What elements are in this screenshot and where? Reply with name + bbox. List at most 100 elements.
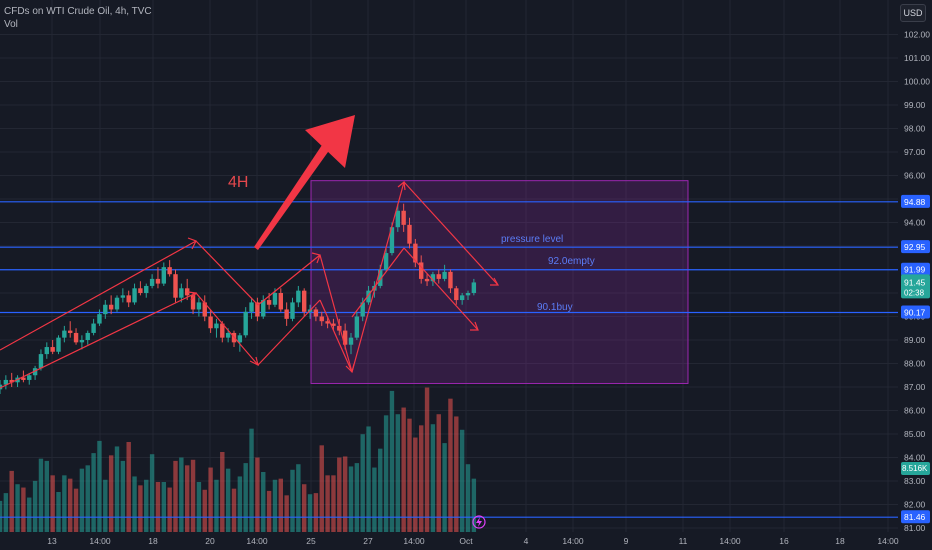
candle-body <box>278 293 283 310</box>
volume-bar <box>44 460 49 532</box>
candle-body <box>167 267 172 275</box>
arrow-head <box>187 237 197 250</box>
candle-body <box>38 354 44 369</box>
volume-bar <box>401 407 406 532</box>
volume-bar <box>454 416 459 532</box>
trend-line <box>403 247 479 331</box>
volume-bar <box>179 457 184 532</box>
candle-body <box>220 323 225 338</box>
volume-bar <box>249 428 254 532</box>
volume-bar <box>378 448 383 532</box>
volume-bar <box>97 440 102 532</box>
candle-body <box>319 316 324 322</box>
volume-bar <box>167 487 172 532</box>
candle-body <box>173 274 178 298</box>
horizontal-levels <box>0 201 898 518</box>
trend-line <box>351 247 405 318</box>
volume-bar <box>237 476 243 532</box>
volume-bars <box>0 387 477 532</box>
candle-body <box>331 323 336 326</box>
candle-body <box>313 309 319 317</box>
volume-bar <box>302 484 307 532</box>
time-axis <box>0 532 932 550</box>
volume-bar <box>0 500 3 532</box>
volume-bar <box>255 457 260 532</box>
volume-bar <box>32 480 38 532</box>
candle-body <box>138 288 143 293</box>
candle-body <box>144 285 149 293</box>
candle-body <box>50 347 55 352</box>
time-axis-labels: 13 14:00 18 20 14:00 25 27 14:00 Oct 4 14:00 9 11 14:… <box>47 536 899 546</box>
volume-bar <box>9 470 14 532</box>
timeframe-label: 4H <box>228 174 248 191</box>
candle-body <box>290 302 295 319</box>
annotation-text: pressure level <box>501 234 563 245</box>
time-tick-label: 14:00 <box>719 536 741 546</box>
volume-bar <box>85 465 90 532</box>
volume-bar <box>3 493 9 532</box>
candle-body <box>395 210 400 228</box>
price-tick-label: 84.00 <box>904 453 926 463</box>
trend-line <box>319 299 353 373</box>
candle-body <box>325 321 330 324</box>
candle-body <box>190 295 196 310</box>
volume-bar <box>331 475 336 532</box>
candle-body <box>366 290 371 303</box>
candle-body <box>401 210 406 225</box>
volume-label: Vol <box>4 19 18 30</box>
candle-body <box>272 293 278 305</box>
candle-body <box>360 302 365 317</box>
symbol-title[interactable]: CFDs on WTI Crude Oil, 4h, TVC <box>4 6 152 17</box>
level-tag-label: 90.17 <box>904 308 926 318</box>
trend-line <box>257 254 321 306</box>
arrow-head <box>490 277 500 286</box>
volume-bar <box>120 460 126 532</box>
trend-line <box>403 181 499 286</box>
level-tag <box>901 510 930 524</box>
candle-body <box>85 332 90 340</box>
arrow-head <box>187 291 198 301</box>
volume-bar <box>243 463 248 532</box>
candle-body <box>454 288 459 301</box>
price-tick-label: 86.00 <box>904 406 926 416</box>
volume-bar <box>284 495 289 532</box>
level-tag <box>901 305 930 319</box>
candle-body <box>44 347 49 355</box>
price-axis-labels: 102.00101.00100.0099.0098.0097.0096.0095… <box>901 30 930 533</box>
volume-bar <box>471 478 477 532</box>
arrow-head <box>470 321 479 331</box>
price-tick-label: 99.00 <box>904 100 926 110</box>
volume-bar <box>214 479 219 532</box>
volume-bar <box>138 485 143 532</box>
volume-bar <box>407 418 412 532</box>
time-tick-label: 16 <box>779 536 789 546</box>
price-tick-label: 83.00 <box>904 476 926 486</box>
time-tick-label: 14:00 <box>246 536 268 546</box>
volume-bar <box>79 468 85 532</box>
candle-body <box>161 267 166 284</box>
time-tick-label: 25 <box>306 536 316 546</box>
level-tag-label: 92.95 <box>904 242 926 252</box>
candle-body <box>32 368 38 376</box>
candle-body <box>103 304 108 315</box>
price-tick-label: 101.00 <box>904 53 930 63</box>
price-tick-label: 88.00 <box>904 359 926 369</box>
volume-bar <box>155 482 161 532</box>
volume-bar <box>73 488 79 532</box>
candle-body <box>68 330 73 333</box>
volume-bar <box>231 488 237 532</box>
trend-line <box>0 292 197 389</box>
candle-body <box>342 330 348 345</box>
time-tick-label: 9 <box>624 536 629 546</box>
candle-body <box>378 269 383 286</box>
candle-body <box>225 332 231 338</box>
volume-bar <box>296 464 301 532</box>
flash-icon-bolt <box>476 517 482 527</box>
volume-bar <box>313 493 319 532</box>
candle-body <box>407 224 412 244</box>
volume-bar <box>459 429 465 532</box>
candle-body <box>3 379 9 385</box>
currency-button[interactable]: USD <box>900 4 926 22</box>
